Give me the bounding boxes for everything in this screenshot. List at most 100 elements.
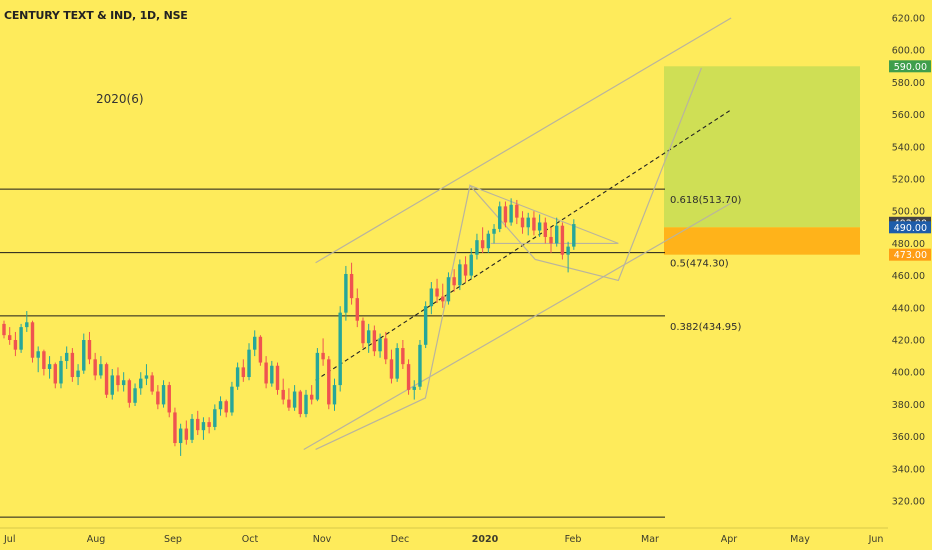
candle-body xyxy=(213,409,217,427)
candle xyxy=(161,380,166,408)
candle-body xyxy=(127,380,132,403)
candle xyxy=(423,301,428,349)
candle xyxy=(515,199,519,225)
candle xyxy=(315,348,320,402)
candle xyxy=(173,407,177,447)
candle-body xyxy=(344,273,348,313)
candle xyxy=(93,352,97,381)
candle xyxy=(82,333,86,374)
stop-zone xyxy=(664,227,860,255)
candle xyxy=(458,259,462,291)
candle xyxy=(178,423,183,456)
chart-note: 2020(6) xyxy=(96,92,144,106)
candle xyxy=(156,385,160,410)
candle-body xyxy=(549,236,553,244)
x-tick-label: Jul xyxy=(3,534,15,545)
candle xyxy=(327,356,331,410)
candle-body xyxy=(275,365,280,390)
candle xyxy=(418,340,422,390)
candle-body xyxy=(161,385,166,405)
price-tag-label: 490.00 xyxy=(894,223,927,234)
candle-body xyxy=(87,340,92,360)
candle xyxy=(509,198,513,226)
candle-body xyxy=(446,277,451,302)
price-tag: 473.00 xyxy=(889,248,931,261)
candle xyxy=(441,283,445,308)
candle-body xyxy=(532,217,536,231)
x-tick-label: Nov xyxy=(313,534,332,545)
y-tick-label: 340.00 xyxy=(892,464,925,475)
candle-body xyxy=(36,351,40,358)
price-tag-label: 473.00 xyxy=(894,250,927,261)
candle-body xyxy=(555,225,559,244)
y-tick-label: 320.00 xyxy=(892,497,925,508)
candle-body xyxy=(572,224,576,247)
candle xyxy=(446,272,451,305)
candle xyxy=(486,230,491,254)
candle-body xyxy=(156,391,160,405)
candle-body xyxy=(458,264,462,286)
x-tick-label: Oct xyxy=(242,534,259,545)
candle-body xyxy=(13,340,18,350)
candle-body xyxy=(184,428,189,440)
y-tick-label: 360.00 xyxy=(892,432,925,443)
candle-body xyxy=(292,391,297,408)
y-tick-label: 620.00 xyxy=(892,14,925,25)
candle xyxy=(139,372,143,395)
candle-body xyxy=(452,277,456,286)
fib-label: 0.5(474.30) xyxy=(670,259,729,270)
candle xyxy=(406,359,411,395)
x-tick-label: Sep xyxy=(164,534,182,545)
x-tick-label: Mar xyxy=(641,534,659,545)
candle xyxy=(25,311,29,332)
candle-body xyxy=(423,306,428,345)
candle xyxy=(76,364,80,386)
candle xyxy=(258,335,263,366)
candle-body xyxy=(178,428,183,444)
candle-body xyxy=(235,367,240,387)
candle-body xyxy=(64,352,69,361)
candle-body xyxy=(281,389,285,400)
candle xyxy=(372,325,377,357)
candle xyxy=(287,388,291,411)
candle xyxy=(247,343,251,381)
candle-body xyxy=(498,206,502,229)
candle xyxy=(526,212,530,236)
candle-body xyxy=(435,288,439,297)
candle-body xyxy=(338,312,342,386)
candle-body xyxy=(412,386,416,390)
y-tick-label: 460.00 xyxy=(892,271,925,282)
candle xyxy=(572,219,576,250)
candle-body xyxy=(503,206,508,223)
chart-title: CENTURY TEXT & IND, 1D, NSE xyxy=(4,9,188,22)
candle xyxy=(463,256,468,283)
candle-body xyxy=(309,394,314,400)
candle-body xyxy=(406,364,411,390)
candle xyxy=(190,414,194,444)
candle xyxy=(292,385,297,411)
candle-body xyxy=(42,351,46,369)
candle xyxy=(218,396,223,416)
candle-body xyxy=(230,386,234,413)
candle xyxy=(361,317,365,349)
candle xyxy=(543,217,548,244)
candle-body xyxy=(515,204,519,218)
candle-body xyxy=(99,364,103,376)
candle-body xyxy=(463,264,468,276)
y-tick-label: 560.00 xyxy=(892,110,925,121)
candle xyxy=(412,380,416,400)
y-tick-label: 400.00 xyxy=(892,368,925,379)
candle-body xyxy=(418,344,422,387)
candle-body xyxy=(59,360,63,384)
candle xyxy=(13,331,18,357)
candle-body xyxy=(196,418,200,431)
candle-body xyxy=(93,359,97,376)
candle-body xyxy=(327,359,331,405)
candle xyxy=(480,227,485,254)
candle-body xyxy=(104,364,109,395)
candle xyxy=(492,224,496,244)
candle xyxy=(59,356,63,389)
candle xyxy=(298,389,303,418)
candle xyxy=(378,333,382,358)
